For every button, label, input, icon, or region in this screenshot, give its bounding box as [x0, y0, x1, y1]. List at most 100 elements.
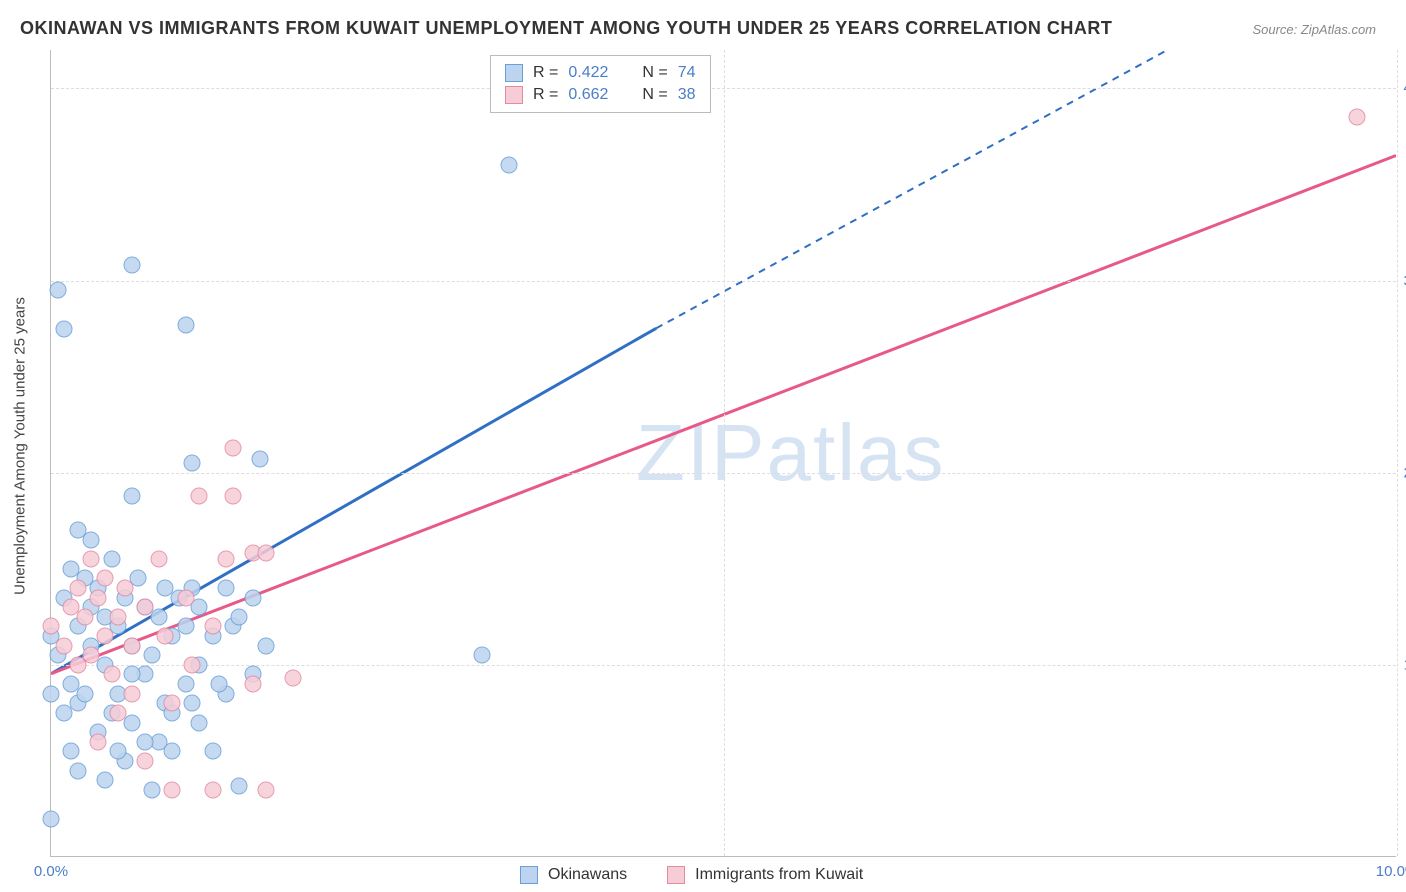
legend-series-label: Immigrants from Kuwait	[695, 866, 863, 884]
data-point	[56, 704, 73, 721]
chart-title: OKINAWAN VS IMMIGRANTS FROM KUWAIT UNEMP…	[20, 18, 1112, 39]
gridline-vertical	[1397, 50, 1398, 856]
data-point	[137, 752, 154, 769]
data-point	[184, 656, 201, 673]
data-point	[177, 618, 194, 635]
data-point	[49, 282, 66, 299]
data-point	[110, 608, 127, 625]
data-point	[137, 599, 154, 616]
legend-swatch	[520, 866, 538, 884]
data-point	[43, 810, 60, 827]
data-point	[96, 772, 113, 789]
data-point	[217, 580, 234, 597]
trend-line-extrapolated	[656, 50, 1167, 328]
data-point	[258, 637, 275, 654]
data-point	[76, 608, 93, 625]
legend-correlation-row: R = 0.422 N = 74	[505, 62, 696, 84]
data-point	[117, 580, 134, 597]
watermark-bold: ZIP	[636, 408, 766, 497]
data-point	[204, 781, 221, 798]
data-point	[143, 781, 160, 798]
legend-r-label: R =	[533, 86, 558, 104]
data-point	[150, 551, 167, 568]
legend-r-value: 0.662	[568, 86, 608, 104]
data-point	[110, 704, 127, 721]
data-point	[285, 670, 302, 687]
legend-correlation: R = 0.422 N = 74 R = 0.662 N = 38	[490, 55, 711, 113]
data-point	[244, 676, 261, 693]
data-point	[123, 666, 140, 683]
gridline-vertical	[724, 50, 725, 856]
data-point	[143, 647, 160, 664]
data-point	[123, 685, 140, 702]
legend-swatch	[505, 64, 523, 82]
data-point	[231, 608, 248, 625]
data-point	[217, 551, 234, 568]
data-point	[63, 743, 80, 760]
data-point	[96, 628, 113, 645]
data-point	[76, 685, 93, 702]
legend-series-item: Immigrants from Kuwait	[667, 866, 863, 884]
watermark-thin: atlas	[766, 408, 945, 497]
data-point	[473, 647, 490, 664]
data-point	[1348, 109, 1365, 126]
data-point	[191, 714, 208, 731]
data-point	[83, 551, 100, 568]
legend-series-item: Okinawans	[520, 866, 627, 884]
data-point	[164, 743, 181, 760]
legend-swatch	[505, 86, 523, 104]
data-point	[244, 589, 261, 606]
legend-n-label: N =	[642, 64, 667, 82]
data-point	[164, 781, 181, 798]
data-point	[191, 487, 208, 504]
data-point	[251, 451, 268, 468]
data-point	[83, 531, 100, 548]
y-axis-label: Unemployment Among Youth under 25 years	[12, 297, 29, 595]
data-point	[56, 637, 73, 654]
data-point	[90, 589, 107, 606]
data-point	[224, 439, 241, 456]
data-point	[123, 257, 140, 274]
data-point	[177, 676, 194, 693]
data-point	[83, 647, 100, 664]
data-point	[258, 545, 275, 562]
legend-swatch	[667, 866, 685, 884]
data-point	[103, 551, 120, 568]
data-point	[43, 618, 60, 635]
legend-correlation-row: R = 0.662 N = 38	[505, 84, 696, 106]
legend-series-label: Okinawans	[548, 866, 627, 884]
data-point	[184, 455, 201, 472]
legend-n-value: 38	[678, 86, 696, 104]
data-point	[224, 487, 241, 504]
data-point	[177, 316, 194, 333]
data-point	[184, 695, 201, 712]
source-attribution: Source: ZipAtlas.com	[1252, 22, 1376, 37]
data-point	[123, 487, 140, 504]
data-point	[69, 762, 86, 779]
watermark: ZIPatlas	[636, 407, 945, 499]
legend-r-value: 0.422	[568, 64, 608, 82]
data-point	[500, 157, 517, 174]
data-point	[204, 743, 221, 760]
x-tick-label: 0.0%	[34, 863, 68, 880]
data-point	[123, 637, 140, 654]
legend-n-value: 74	[678, 64, 696, 82]
x-tick-label: 10.0%	[1376, 863, 1406, 880]
legend-series: Okinawans Immigrants from Kuwait	[520, 866, 863, 884]
data-point	[177, 589, 194, 606]
data-point	[231, 777, 248, 794]
trend-line	[51, 328, 656, 673]
data-point	[96, 570, 113, 587]
data-point	[56, 320, 73, 337]
legend-r-label: R =	[533, 64, 558, 82]
data-point	[110, 743, 127, 760]
data-point	[211, 676, 228, 693]
data-point	[258, 781, 275, 798]
data-point	[69, 580, 86, 597]
data-point	[204, 618, 221, 635]
data-point	[164, 695, 181, 712]
plot-area: ZIPatlas 10.0%20.0%30.0%40.0%0.0%10.0%	[50, 50, 1396, 857]
legend-n-label: N =	[642, 86, 667, 104]
data-point	[157, 628, 174, 645]
data-point	[43, 685, 60, 702]
